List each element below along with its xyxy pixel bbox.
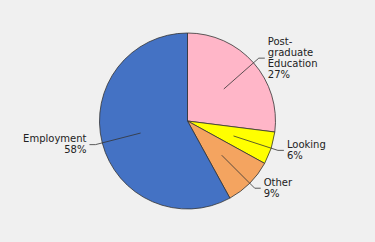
slice-label-line: 58% [64, 144, 86, 155]
slice-label-line: 27% [268, 69, 290, 80]
slice-label: Other9% [264, 177, 293, 199]
leader-line [234, 136, 284, 150]
slice-label-line: Education [268, 58, 318, 69]
labels: Post-graduateEducation27% Looking6% Other9… [23, 36, 326, 199]
slice-label-line: graduate [268, 47, 313, 58]
chart: Post-graduateEducation27% Looking6% Other9… [0, 0, 375, 242]
slice-label: Looking6% [287, 139, 326, 161]
slice-label: Employment58% [23, 133, 86, 155]
slice-label: Post-graduateEducation27% [268, 36, 318, 80]
slice-label-line: Looking [287, 139, 326, 150]
slice-label-line: 9% [264, 188, 280, 199]
pie [99, 33, 275, 209]
leader-line [224, 58, 265, 89]
slice-label-line: Employment [23, 133, 86, 144]
pie-slice [188, 33, 276, 132]
pie-slice [99, 33, 229, 209]
slice-label-line: Other [264, 177, 293, 188]
leader-line [89, 133, 140, 145]
slice-label-line: 6% [287, 150, 303, 161]
slice-label-line: Post- [268, 36, 293, 47]
leader-line [222, 155, 261, 188]
